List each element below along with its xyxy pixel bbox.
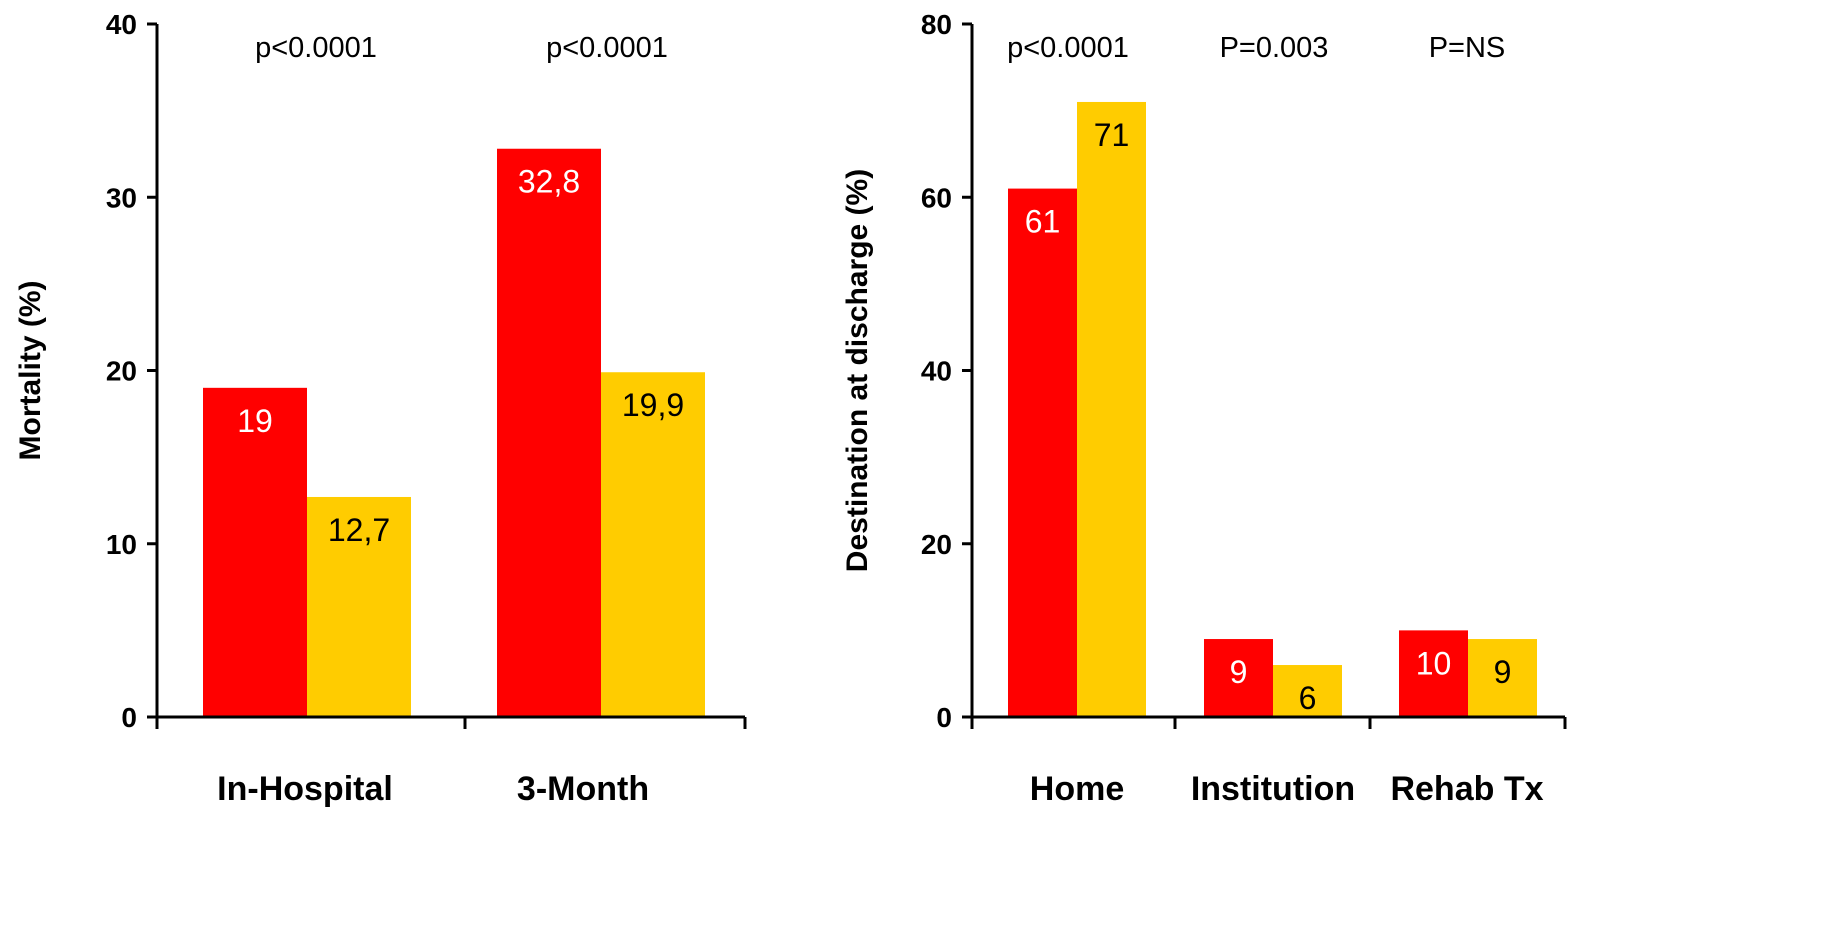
bar-series2-in-hospital <box>307 496 411 717</box>
y-tick-label: 10 <box>106 529 137 560</box>
bar-series2-home <box>1077 101 1146 717</box>
data-label: 9 <box>1494 654 1512 690</box>
x-category-label: Home <box>1030 770 1124 808</box>
y-tick-label: 0 <box>121 702 137 733</box>
bar-series2-institution <box>1273 665 1342 717</box>
bar-series2-rehab-tx <box>1468 639 1537 717</box>
y-axis-title: Mortality (%) <box>14 281 47 461</box>
x-category-label: Rehab Tx <box>1390 770 1543 808</box>
bar-series1-rehab-tx <box>1399 630 1468 717</box>
data-label: 10 <box>1416 645 1452 681</box>
data-label: 32,8 <box>518 164 580 200</box>
data-label: 71 <box>1094 117 1130 153</box>
data-label: 9 <box>1230 654 1248 690</box>
p-value-annotation: P=0.003 <box>1220 32 1329 64</box>
y-tick-label: 20 <box>106 356 137 387</box>
data-label: 19,9 <box>622 387 684 423</box>
y-axis-title: Destination at discharge (%) <box>841 169 874 572</box>
bar-series1-in-hospital <box>203 387 307 717</box>
bar-series1-institution <box>1204 639 1273 717</box>
data-label: 6 <box>1299 680 1317 716</box>
y-tick-label: 40 <box>106 9 137 40</box>
y-tick-label: 60 <box>921 182 952 213</box>
p-value-annotation: p<0.0001 <box>1007 32 1129 64</box>
bar-series2-3-month <box>601 372 705 717</box>
x-category-label: Institution <box>1191 770 1355 808</box>
x-category-label: In-Hospital <box>217 770 393 808</box>
data-label: 61 <box>1025 204 1061 240</box>
bar-series1-home <box>1008 188 1077 717</box>
data-label: 19 <box>237 403 273 439</box>
p-value-annotation: P=NS <box>1429 32 1506 64</box>
p-value-annotation: p<0.0001 <box>255 32 377 64</box>
y-tick-label: 0 <box>936 702 952 733</box>
data-label: 12,7 <box>328 512 390 548</box>
bar-series1-3-month <box>497 148 601 718</box>
y-tick-label: 30 <box>106 182 137 213</box>
y-tick-label: 40 <box>921 356 952 387</box>
y-tick-label: 80 <box>921 9 952 40</box>
y-tick-label: 20 <box>921 529 952 560</box>
x-category-label: 3-Month <box>517 770 649 808</box>
p-value-annotation: p<0.0001 <box>546 32 668 64</box>
